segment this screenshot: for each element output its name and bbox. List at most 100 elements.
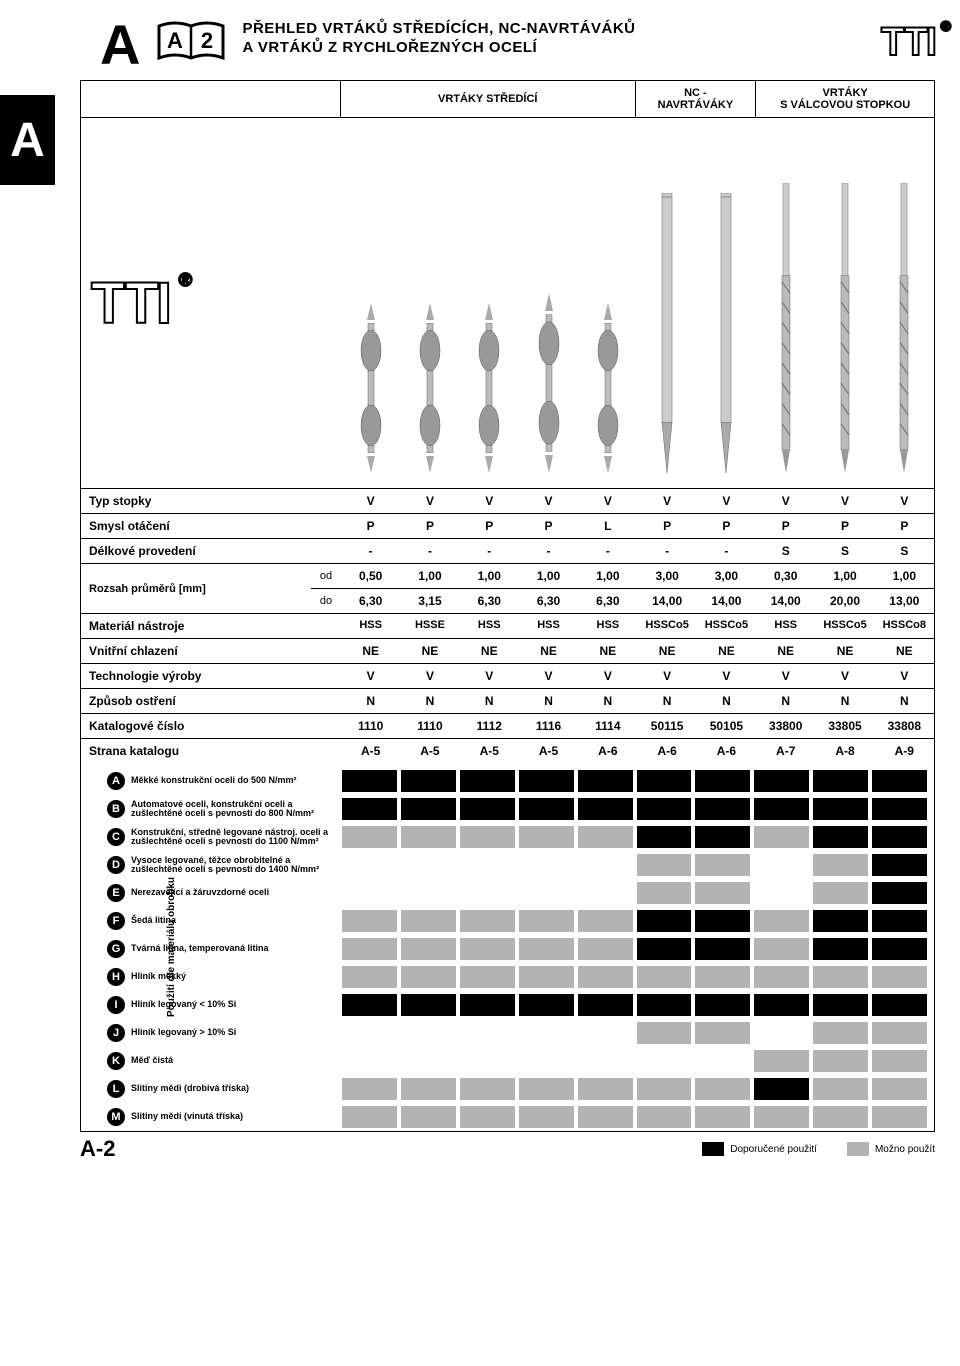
application-cell [519,910,574,932]
application-cell [519,770,574,792]
spec-cell: 6,30 [460,589,519,613]
spec-cell: V [460,489,519,513]
spec-cell: HSS [519,614,578,638]
application-cell [813,1106,868,1128]
application-cell [342,854,397,876]
application-cell [578,938,633,960]
material-badge: H [105,963,127,991]
spec-cell: NE [400,639,459,663]
application-cell [460,994,515,1016]
material-label: Slitiny mědi (vinutá tříska) [127,1103,341,1131]
spec-cell: V [637,664,696,688]
application-matrix: Použití dle materiálu obrobku AMěkké kon… [81,763,934,1131]
spec-cell: 1110 [341,714,400,738]
spec-cell: A-7 [756,739,815,763]
material-badge: E [105,879,127,907]
material-badge: J [105,1019,127,1047]
material-badge: B [105,795,127,823]
application-cell [754,826,809,848]
spec-cell: P [519,514,578,538]
application-cell [460,854,515,876]
application-cell [519,1050,574,1072]
spec-label: Smysl otáčení [81,514,341,538]
material-label: Tvárná litina, temperovaná litina [127,935,341,963]
spec-row: Smysl otáčeníPPPPLPPPPP [81,513,934,538]
material-badge: A [105,767,127,795]
product-image-col [400,118,459,488]
application-cell [460,826,515,848]
application-cell [342,910,397,932]
application-cell [342,966,397,988]
spec-cell: N [519,689,578,713]
application-cell [872,994,927,1016]
spec-sublabel: do [311,589,341,613]
spec-cell: N [697,689,756,713]
product-image-col [756,118,815,488]
spec-cell: 20,00 [815,589,874,613]
material-label: Šedá litina [127,907,341,935]
page-title: PŘEHLED VRTÁKŮ STŘEDÍCÍCH, NC-NAVRTÁVÁKŮ… [242,20,866,58]
spec-cell: 0,50 [341,564,400,588]
spec-row: Materiál nástrojeHSSHSSEHSSHSSHSSHSSCo5H… [81,613,934,638]
application-cell [754,1050,809,1072]
material-badge: C [105,823,127,851]
spec-cell: A-8 [815,739,874,763]
application-cell [460,1078,515,1100]
spec-cell: HSSCo5 [815,614,874,638]
application-cell [519,966,574,988]
application-cell [578,1022,633,1044]
spec-cell: HSSCo5 [637,614,696,638]
spec-cell: - [519,539,578,563]
spec-cell: - [400,539,459,563]
legend-optional: Možno použít [875,1144,935,1155]
application-cell [342,798,397,820]
application-cell [813,938,868,960]
spec-cell: V [637,489,696,513]
material-label: Konstrukční, středně legované nástroj. o… [127,823,341,851]
spec-cell: 1,00 [400,564,459,588]
spec-cell: 14,00 [637,589,696,613]
spec-cell: HSS [341,614,400,638]
application-cell [754,994,809,1016]
spec-cell: NE [815,639,874,663]
application-cell [813,854,868,876]
application-cell [813,826,868,848]
spec-cell: P [756,514,815,538]
spec-cell: 3,00 [637,564,696,588]
application-cell [695,1106,750,1128]
application-cell [637,966,692,988]
application-cell [578,1078,633,1100]
material-badge: K [105,1047,127,1075]
spec-cell: V [875,489,934,513]
application-cell [872,910,927,932]
spec-cell: S [815,539,874,563]
application-row: FŠedá litina [81,907,934,935]
spec-cell: V [400,664,459,688]
spec-cell: N [637,689,696,713]
spec-cell: 3,00 [697,564,756,588]
spec-row: Strana kataloguA-5A-5A-5A-5A-6A-6A-6A-7A… [81,738,934,763]
application-cell [401,826,456,848]
spec-cell: P [637,514,696,538]
spec-cell: N [875,689,934,713]
application-cell [872,882,927,904]
spec-cell: V [519,489,578,513]
spec-row: Technologie výrobyVVVVVVVVVV [81,663,934,688]
page-footer: A-2 Doporučené použití Možno použít [80,1136,935,1162]
spec-cell: 50115 [637,714,696,738]
product-image-col [460,118,519,488]
application-cell [401,938,456,960]
spec-cell: 33800 [756,714,815,738]
application-cell [695,910,750,932]
application-row: KMěď čistá [81,1047,934,1075]
application-cell [519,854,574,876]
application-cell [519,1106,574,1128]
material-badge: L [105,1075,127,1103]
application-cell [401,1050,456,1072]
product-image-area: TTI® [81,118,934,488]
spec-cell: HSS [578,614,637,638]
application-cell [637,1078,692,1100]
product-image-col [815,118,874,488]
spec-sublabel: od [311,564,341,588]
spec-cell: V [341,664,400,688]
